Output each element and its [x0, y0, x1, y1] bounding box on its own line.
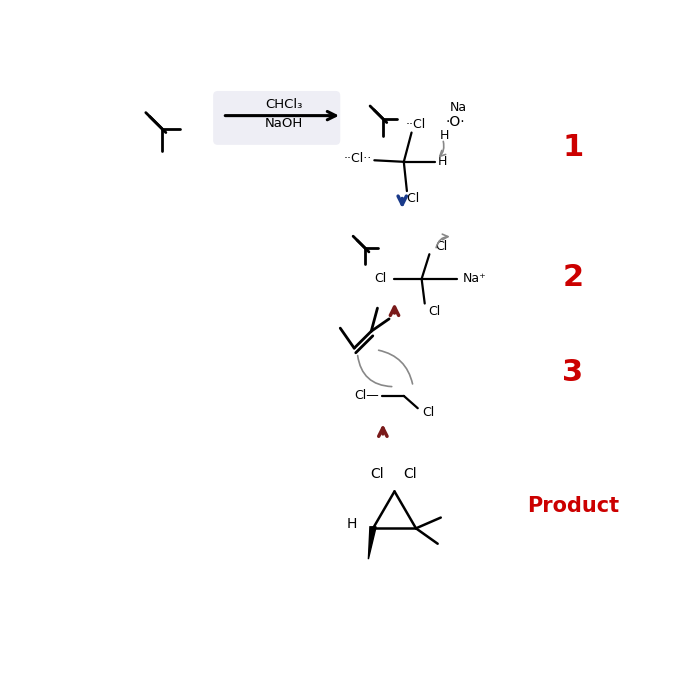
Text: Cl: Cl	[375, 272, 387, 285]
Text: ··Cl··: ··Cl··	[343, 152, 371, 165]
Text: H: H	[440, 129, 450, 142]
FancyBboxPatch shape	[213, 91, 340, 145]
Text: Na: Na	[450, 101, 466, 114]
Text: Cl: Cl	[435, 240, 448, 253]
Text: Cl: Cl	[422, 407, 435, 419]
Text: CHCl₃: CHCl₃	[265, 98, 302, 110]
Text: Cl—: Cl—	[354, 389, 379, 403]
Text: 1: 1	[562, 133, 583, 162]
Text: Cl: Cl	[370, 468, 384, 482]
Text: H: H	[438, 155, 448, 169]
Text: H: H	[346, 517, 356, 531]
Text: ··Cl: ··Cl	[406, 119, 427, 131]
Text: 3: 3	[562, 358, 583, 387]
Text: NaOH: NaOH	[264, 117, 303, 130]
Text: Cl: Cl	[428, 305, 440, 318]
Text: Product: Product	[527, 496, 619, 516]
Text: Na⁺: Na⁺	[462, 272, 486, 285]
Text: Cl: Cl	[403, 468, 417, 482]
Text: ··Cl: ··Cl	[400, 192, 420, 205]
Polygon shape	[368, 527, 376, 559]
Text: 2: 2	[562, 263, 583, 291]
Text: ·O·: ·O·	[445, 115, 465, 129]
